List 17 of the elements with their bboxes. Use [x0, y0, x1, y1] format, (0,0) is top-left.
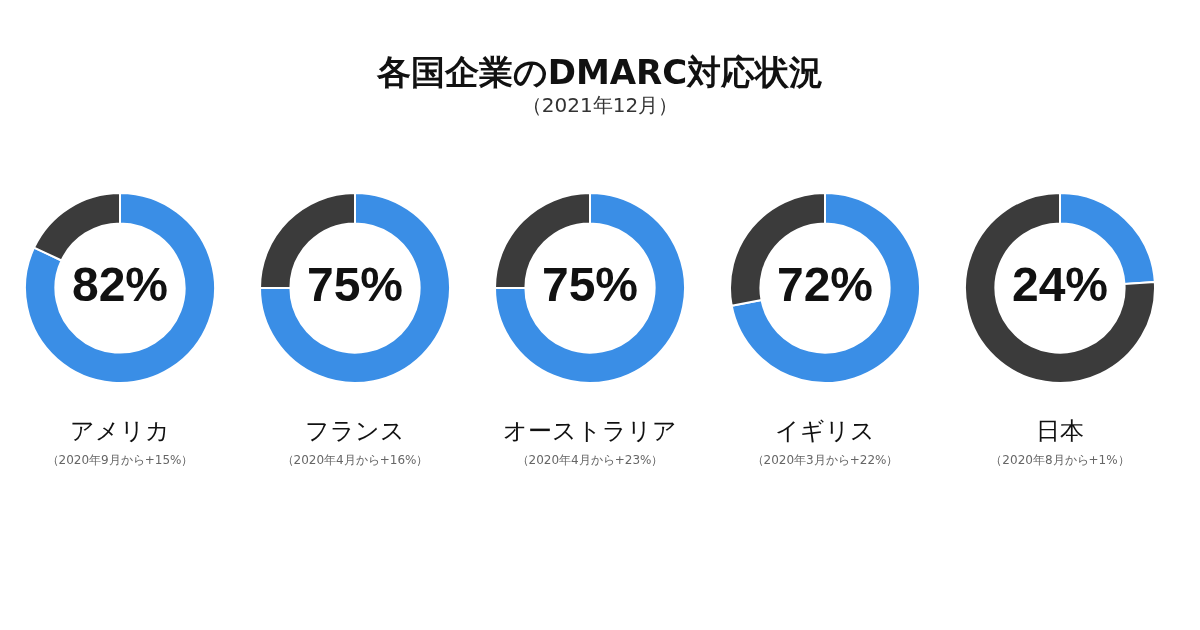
text: （2020年3月から+22%）: [750, 452, 900, 469]
text: イギリス: [774, 416, 876, 446]
text: 各国企業のDMARC対応状況: [375, 52, 825, 92]
data-label: 75%: [541, 258, 639, 312]
data-label: 24%: [1011, 258, 1109, 312]
data-label: 82%: [71, 258, 169, 312]
text: アメリカ: [69, 416, 171, 446]
text: （2020年9月から+15%）: [45, 452, 195, 469]
text: （2020年4月から+16%）: [280, 452, 430, 469]
text: （2020年8月から+1%）: [989, 452, 1131, 469]
data-label: 75%: [306, 258, 404, 312]
text: （2020年4月から+23%）: [515, 452, 665, 469]
text: オーストラリア: [502, 416, 678, 446]
text: 日本: [1035, 416, 1085, 446]
data-label: 72%: [776, 258, 874, 312]
text: フランス: [304, 416, 406, 446]
text: （2021年12月）: [520, 92, 680, 118]
